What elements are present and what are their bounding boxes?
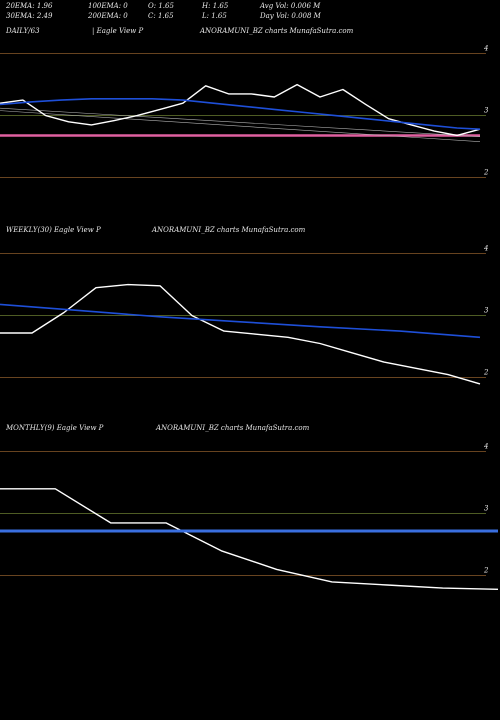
price-series-line: [0, 488, 499, 590]
daily-panel-label: DAILY/63: [6, 27, 40, 35]
daily-panel-view-text: | Eagle View P: [92, 27, 144, 35]
y-tick-label: 2: [483, 169, 489, 177]
header-close: C: 1.65: [148, 12, 174, 20]
trend-line: [0, 107, 481, 137]
header-low: L: 1.65: [202, 12, 227, 20]
ema-series-line: [0, 98, 481, 130]
ema-series-line: [0, 303, 481, 339]
y-tick-label: 4: [483, 45, 488, 53]
weekly-panel-label: WEEKLY(30) Eagle View P: [6, 226, 101, 234]
header-day-vol: Day Vol: 0.008 M: [260, 12, 321, 20]
y-tick-label: 2: [483, 567, 489, 575]
header-20ema: 20EMA: 1.96: [6, 2, 53, 10]
y-tick-label: 3: [484, 307, 489, 315]
header-high: H: 1.65: [202, 2, 229, 10]
y-tick-label: 4: [483, 245, 488, 253]
header-30ema: 30EMA: 2.49: [6, 12, 53, 20]
daily-panel-site-text: ANORAMUNI_BZ charts MunafaSutra.com: [200, 27, 354, 35]
header-avg-vol: Avg Vol: 0.006 M: [260, 2, 321, 10]
header-200ema: 200EMA: 0: [88, 12, 128, 20]
header-100ema: 100EMA: 0: [88, 2, 128, 10]
trend-line: [0, 110, 481, 142]
y-tick-label: 3: [484, 107, 489, 115]
y-tick-label: 2: [483, 369, 489, 377]
monthly-panel-site-text: ANORAMUNI_BZ charts MunafaSutra.com: [156, 424, 310, 432]
price-series-line: [0, 283, 481, 385]
monthly-panel-label: MONTHLY(9) Eagle View P: [6, 424, 104, 432]
y-tick-label: 3: [484, 505, 489, 513]
header-open: O: 1.65: [148, 2, 174, 10]
weekly-panel-site-text: ANORAMUNI_BZ charts MunafaSutra.com: [152, 226, 306, 234]
y-tick-label: 4: [483, 443, 488, 451]
price-series-line: [0, 83, 481, 137]
